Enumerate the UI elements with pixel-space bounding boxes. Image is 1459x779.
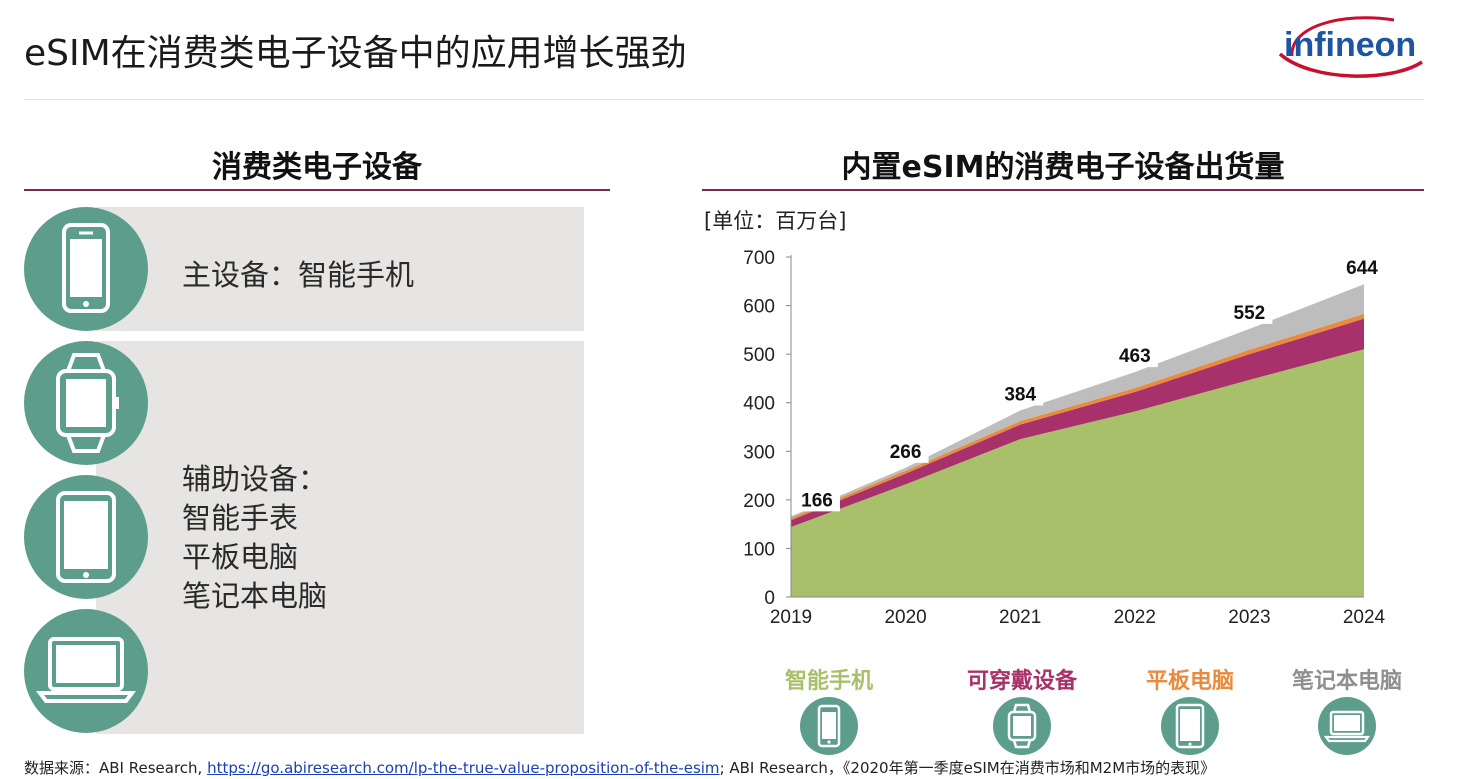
auxiliary-device-item: 平板电脑 [182,540,299,574]
area-series-1 [791,349,1364,597]
x-tick-label: 2022 [1114,607,1156,628]
y-tick-label: 300 [743,442,775,463]
source-footnote: 数据来源：ABI Research, https://go.abiresearc… [24,757,1215,778]
y-tick-label: 0 [764,588,775,609]
left-section-divider [24,189,610,191]
right-section-divider [702,189,1424,191]
legend-label-laptop: 笔记本电脑 [1291,669,1402,694]
primary-device-label: 主设备：智能手机 [182,258,415,292]
x-tick-label: 2019 [770,607,812,628]
auxiliary-device-heading: 辅助设备： [182,462,328,496]
x-tick-label: 2024 [1343,607,1386,628]
title-divider [24,99,1424,100]
y-tick-label: 200 [743,491,775,512]
laptop-icon [1318,697,1376,755]
chart-title: 内置eSIM的消费电子设备出货量 [841,150,1285,185]
primary-device-panel [96,207,584,331]
area-series-3 [791,313,1364,521]
total-label-box [794,486,840,512]
page-title: eSIM在消费类电子设备中的应用增长强劲 [24,33,687,74]
area-series-2 [791,318,1364,528]
chart-unit-label: [单位：百万台] [704,209,847,233]
y-tick-label: 100 [743,539,775,560]
laptop-icon [24,609,148,733]
total-data-label: 384 [1004,384,1036,405]
footer-suffix: ; ABI Research，《2020年第一季度eSIM在消费市场和M2M市场… [719,759,1216,777]
legend-label-smartphone: 智能手机 [784,669,873,694]
total-label-box [997,380,1044,406]
total-data-label: 166 [801,490,833,511]
x-tick-label: 2020 [884,607,926,628]
area-series-4 [791,284,1364,518]
smartphone-icon [24,207,148,331]
total-label-box [1111,342,1158,368]
tablet-icon [1161,697,1219,755]
y-tick-label: 700 [743,248,775,269]
y-tick-label: 500 [743,345,775,366]
legend-label-tablet: 平板电脑 [1145,669,1234,694]
legend-label-wearable: 可穿戴设备 [966,669,1077,694]
smartwatch-icon [993,697,1051,755]
total-data-label: 463 [1119,346,1151,367]
left-section-title: 消费类电子设备 [212,150,422,185]
smartwatch-icon [24,341,148,465]
auxiliary-device-item: 笔记本电脑 [182,579,328,613]
total-label-box [1226,298,1273,324]
infineon-logo: infineon [1272,10,1430,80]
x-tick-label: 2021 [999,607,1041,628]
shipments-area-chart: 0 100 200 300 400 500 600 700 2019 2020 2021 2022 20… [743,248,1386,628]
total-label-box [1339,254,1385,280]
y-tick-label: 400 [743,394,775,415]
source-link[interactable]: https://go.abiresearch.com/lp-the-true-v… [207,759,720,777]
total-label-box [882,437,929,463]
auxiliary-device-list: 辅助设备： 智能手表 平板电脑 笔记本电脑 [182,460,327,616]
auxiliary-device-item: 智能手表 [182,501,299,535]
tablet-icon [24,475,148,599]
total-data-label: 644 [1346,258,1378,279]
logo-text: infineon [1284,26,1416,64]
auxiliary-device-panel [96,341,584,734]
smartphone-icon [800,697,858,755]
y-tick-label: 600 [743,297,775,318]
footer-prefix: 数据来源：ABI Research, [24,759,208,777]
total-data-label: 552 [1234,303,1266,324]
total-data-label: 266 [890,442,922,463]
x-tick-label: 2023 [1228,607,1270,628]
